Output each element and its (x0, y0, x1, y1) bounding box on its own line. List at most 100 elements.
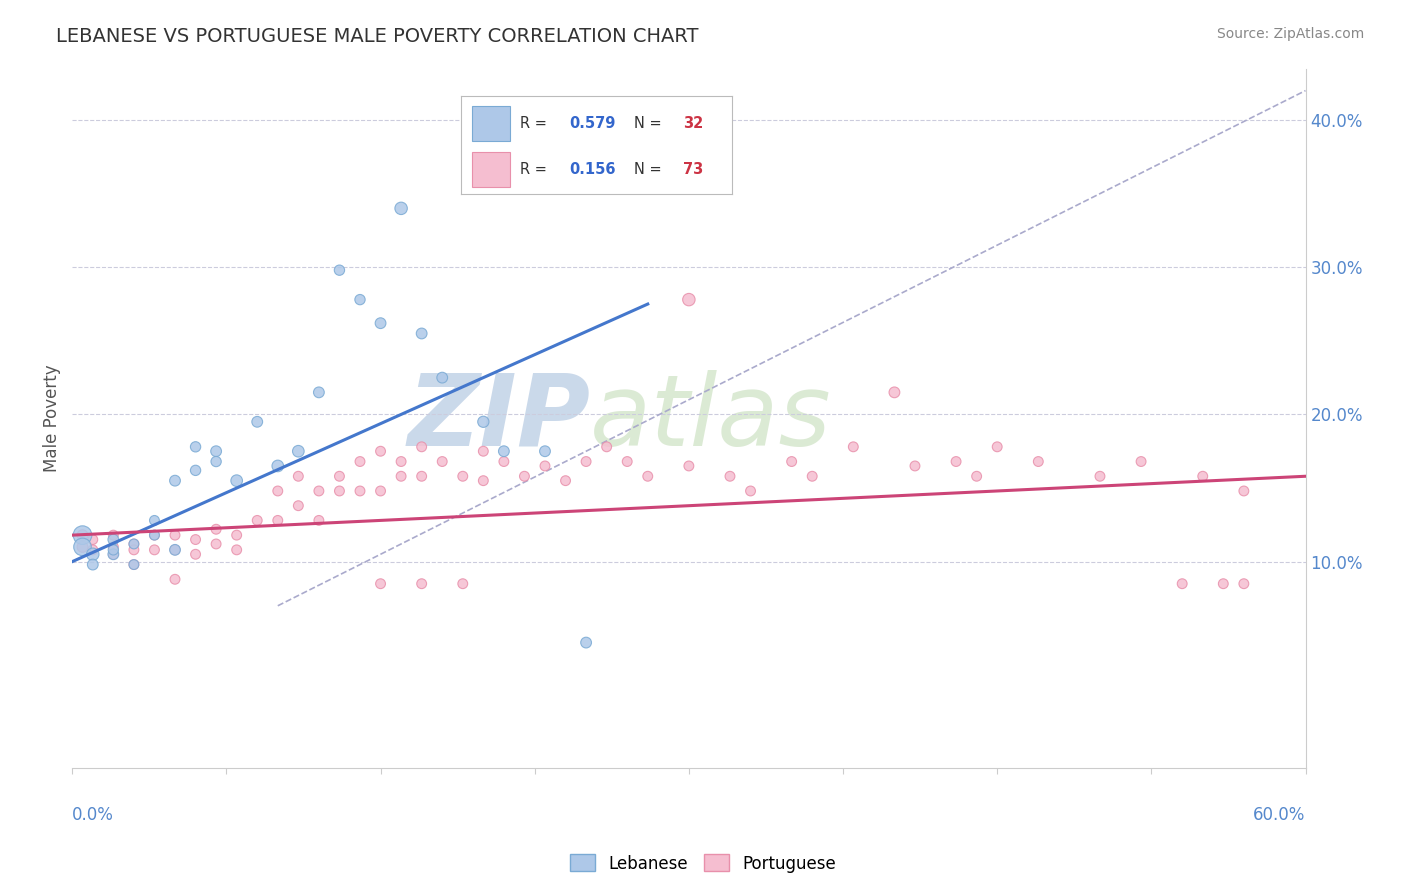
Point (411, 326, 433, 341)
Point (389, 202, 412, 216)
Point (267, 483, 290, 498)
Point (122, 558, 145, 572)
Point (349, 293, 371, 307)
Point (1026, 454, 1049, 468)
Point (740, 483, 762, 498)
Point (534, 458, 557, 473)
Point (678, 293, 700, 307)
Point (328, 469, 350, 483)
Point (246, 415, 269, 429)
Point (534, 444, 557, 458)
Point (205, 444, 228, 458)
Point (1233, 483, 1256, 498)
Point (184, 547, 207, 561)
Point (432, 370, 454, 384)
Text: LEBANESE VS PORTUGUESE MALE POVERTY CORRELATION CHART: LEBANESE VS PORTUGUESE MALE POVERTY CORR… (56, 27, 699, 45)
Point (370, 444, 392, 458)
Point (122, 558, 145, 572)
Point (163, 542, 186, 557)
Point (122, 537, 145, 551)
Point (575, 454, 598, 468)
Point (349, 483, 371, 498)
Point (103, 528, 125, 542)
Text: Source: ZipAtlas.com: Source: ZipAtlas.com (1216, 27, 1364, 41)
Y-axis label: Male Poverty: Male Poverty (44, 364, 60, 472)
Point (103, 547, 125, 561)
Point (82, 533, 104, 547)
Text: 0.0%: 0.0% (72, 806, 114, 824)
Point (1088, 469, 1111, 483)
Point (472, 444, 495, 458)
Point (492, 454, 515, 468)
Point (163, 542, 186, 557)
Point (103, 540, 125, 554)
Point (163, 474, 186, 488)
Point (370, 316, 392, 330)
Point (986, 440, 1008, 454)
Point (411, 469, 433, 483)
Point (637, 469, 659, 483)
Point (287, 444, 309, 458)
Point (225, 542, 247, 557)
Point (72, 540, 94, 554)
Point (966, 469, 988, 483)
Point (472, 415, 495, 429)
Text: ZIP: ZIP (408, 369, 591, 467)
Point (370, 483, 392, 498)
Point (492, 444, 515, 458)
Point (1191, 469, 1213, 483)
Point (451, 469, 474, 483)
Point (513, 469, 536, 483)
Point (1233, 576, 1256, 591)
Point (143, 542, 166, 557)
Point (554, 474, 576, 488)
Point (205, 537, 228, 551)
Point (349, 454, 371, 468)
Point (103, 542, 125, 557)
Point (143, 513, 166, 527)
Point (389, 454, 412, 468)
Point (103, 547, 125, 561)
Point (163, 572, 186, 586)
Point (184, 463, 207, 477)
Point (225, 474, 247, 488)
Point (432, 454, 454, 468)
Point (1130, 454, 1153, 468)
Point (328, 263, 350, 277)
Point (718, 469, 741, 483)
Point (575, 635, 598, 649)
Point (595, 440, 617, 454)
Point (163, 528, 186, 542)
Point (246, 513, 269, 527)
Point (780, 454, 803, 468)
Point (205, 522, 228, 536)
Point (1212, 576, 1234, 591)
Point (122, 537, 145, 551)
Point (451, 576, 474, 591)
Point (267, 458, 290, 473)
Point (801, 469, 824, 483)
Point (370, 576, 392, 591)
Point (205, 454, 228, 468)
Point (267, 513, 290, 527)
Point (389, 469, 412, 483)
Point (72, 540, 94, 554)
Point (411, 440, 433, 454)
Point (103, 533, 125, 547)
Point (225, 528, 247, 542)
Point (82, 558, 104, 572)
Point (616, 454, 638, 468)
Point (411, 576, 433, 591)
Text: atlas: atlas (591, 369, 832, 467)
Point (287, 499, 309, 513)
Text: 60.0%: 60.0% (1253, 806, 1306, 824)
Point (842, 440, 865, 454)
Point (472, 474, 495, 488)
Point (184, 533, 207, 547)
Point (308, 483, 330, 498)
Point (287, 469, 309, 483)
Point (184, 440, 207, 454)
Point (904, 458, 927, 473)
Point (143, 528, 166, 542)
Point (328, 483, 350, 498)
